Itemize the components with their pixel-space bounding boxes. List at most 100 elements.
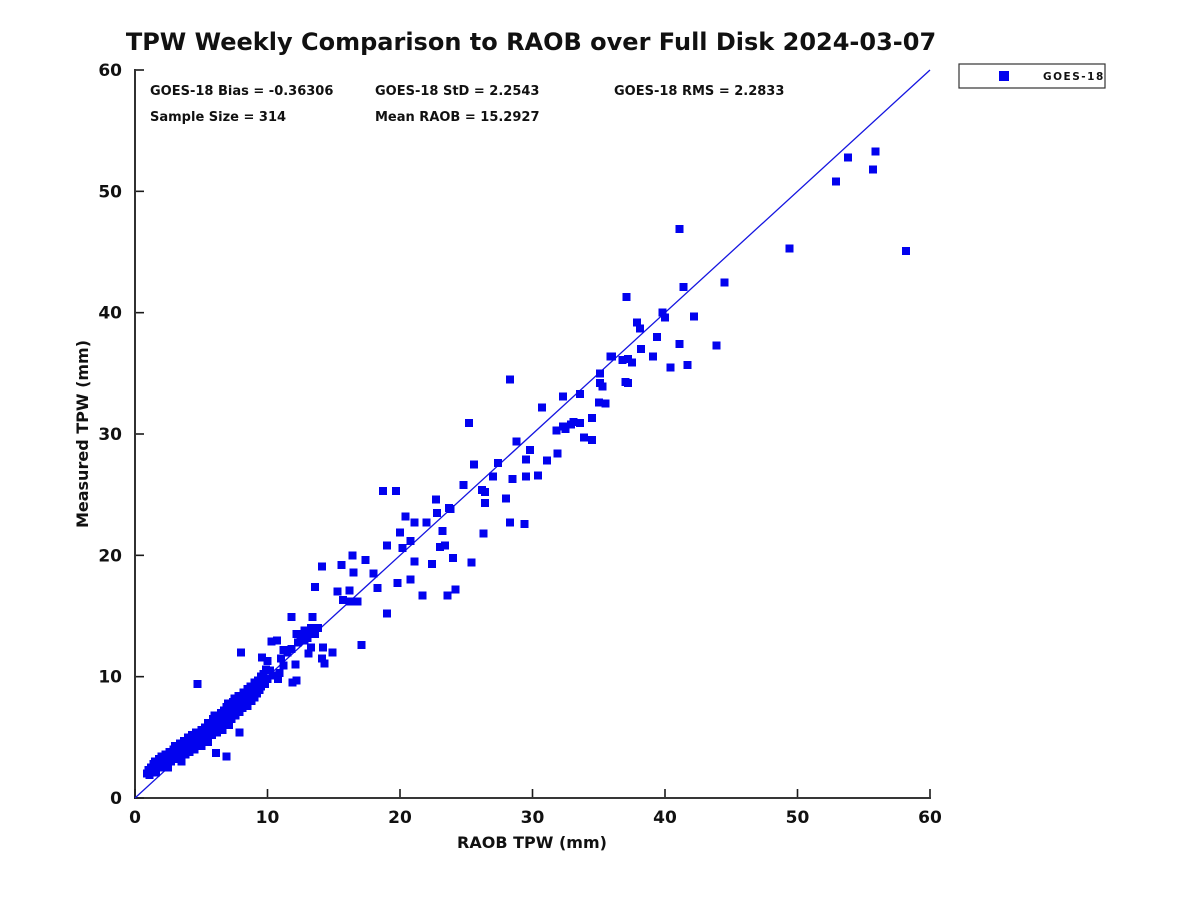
scatter-point: [601, 399, 610, 408]
scatter-point: [596, 369, 605, 378]
scatter-point: [259, 670, 268, 679]
scatter-point: [319, 643, 328, 652]
scatter-point: [675, 224, 684, 233]
scatter-point: [164, 763, 173, 772]
scatter-point: [268, 671, 277, 680]
scatter-point: [569, 417, 578, 426]
scatter-point: [521, 455, 530, 464]
x-tick-label: 10: [256, 808, 280, 828]
legend: GOES-18: [958, 63, 1106, 89]
scatter-point: [320, 659, 329, 668]
scatter-point: [558, 392, 567, 401]
scatter-point: [276, 654, 285, 663]
y-tick-label: 0: [110, 789, 122, 809]
scatter-point: [520, 519, 529, 528]
scatter-point: [235, 728, 244, 737]
scatter-point: [339, 596, 348, 605]
legend-label: GOES-18: [1043, 71, 1105, 83]
y-tick-label: 60: [98, 61, 122, 81]
scatter-point: [543, 456, 552, 465]
scatter-point: [349, 568, 358, 577]
scatter-point: [622, 292, 631, 301]
x-tick-label: 0: [129, 808, 141, 828]
scatter-point: [279, 661, 288, 670]
scatter-point: [588, 414, 597, 423]
stat-sample-size: Sample Size = 314: [150, 110, 286, 125]
y-tick-label: 10: [98, 668, 122, 688]
scatter-point: [679, 283, 688, 292]
scatter-point: [521, 472, 530, 481]
scatter-point: [633, 318, 642, 327]
scatter-point: [459, 480, 468, 489]
scatter-point: [152, 768, 161, 777]
scatter-point: [690, 312, 699, 321]
y-axis-label: Measured TPW (mm): [73, 340, 92, 528]
scatter-point: [361, 556, 370, 565]
scatter-point: [345, 586, 354, 595]
scatter-point: [843, 153, 852, 162]
scatter-point: [494, 459, 503, 468]
scatter-point: [287, 644, 296, 653]
scatter-point: [508, 474, 517, 483]
scatter-point: [307, 624, 316, 633]
scatter-point: [211, 749, 220, 758]
scatter-point: [177, 757, 186, 766]
scatter-point: [267, 637, 276, 646]
scatter-point: [598, 382, 607, 391]
scatter-point: [635, 324, 644, 333]
scatter-point: [666, 363, 675, 372]
scatter-point: [202, 733, 211, 742]
scatter-point: [512, 437, 521, 446]
scatter-point: [831, 177, 840, 186]
scatter-point: [505, 518, 514, 527]
scatter-point: [311, 630, 320, 639]
scatter-point: [214, 713, 223, 722]
scatter-point: [431, 495, 440, 504]
scatter-point: [401, 512, 410, 521]
scatter-point: [333, 587, 342, 596]
scatter-point: [580, 433, 589, 442]
scatter-point: [222, 752, 231, 761]
x-axis-label: RAOB TPW (mm): [457, 833, 607, 852]
scatter-point: [653, 332, 662, 341]
scatter-point: [649, 352, 658, 361]
chart-title: TPW Weekly Comparison to RAOB over Full …: [126, 28, 936, 56]
scatter-point: [190, 745, 199, 754]
scatter-point: [410, 557, 419, 566]
scatter-point: [422, 518, 431, 527]
scatter-point: [382, 541, 391, 550]
scatter-point: [661, 313, 669, 322]
scatter-point: [287, 613, 296, 622]
scatter-point: [234, 692, 243, 701]
stat-mean-raob: Mean RAOB = 15.2927: [375, 110, 540, 125]
scatter-point: [398, 544, 407, 553]
y-tick-label: 40: [98, 304, 122, 324]
scatter-series-goes18: [142, 147, 911, 779]
scatter-point: [275, 669, 284, 678]
scatter-point: [233, 703, 242, 712]
scatter-point: [505, 375, 514, 384]
scatter-point: [588, 436, 597, 445]
scatter-point: [260, 679, 269, 688]
scatter-point: [480, 499, 489, 508]
legend-box: [958, 63, 1106, 89]
scatter-point: [435, 542, 444, 551]
legend-marker-square-icon: [999, 71, 1009, 81]
scatter-point: [307, 643, 316, 652]
scatter-point: [392, 487, 401, 496]
scatter-point: [658, 308, 667, 317]
scatter-point: [292, 676, 301, 685]
y-tick-label: 50: [98, 182, 122, 202]
scatter-point: [552, 426, 561, 435]
scatter-point: [193, 679, 202, 688]
scatter-point: [502, 494, 510, 503]
scatter-point: [303, 633, 312, 642]
scatter-point: [213, 728, 222, 737]
scatter-point: [396, 528, 404, 537]
scatter-point: [433, 508, 442, 517]
scatter-point: [479, 529, 488, 538]
scatter-point: [243, 701, 252, 710]
scatter-point: [446, 505, 455, 514]
scatter-point: [238, 704, 247, 713]
